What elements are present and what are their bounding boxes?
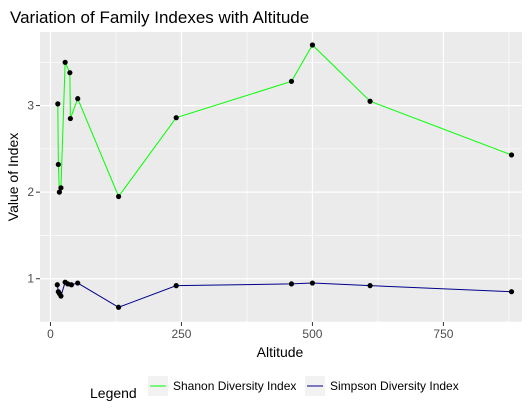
legend-title: Legend bbox=[90, 385, 137, 401]
data-point-series-1 bbox=[67, 70, 73, 76]
data-point-series-2 bbox=[367, 283, 373, 289]
y-tick-label: 1 bbox=[27, 272, 34, 286]
data-point-series-1 bbox=[58, 185, 64, 191]
data-point-series-1 bbox=[508, 152, 515, 158]
data-point-series-2 bbox=[58, 293, 64, 299]
legend-label: Shanon Diversity Index bbox=[173, 379, 296, 393]
legend: Legend Shanon Diversity Index Simpson Div… bbox=[90, 376, 459, 401]
data-point-series-2 bbox=[68, 282, 75, 288]
y-tick-label: 3 bbox=[27, 99, 34, 113]
x-tick-label: 250 bbox=[171, 327, 191, 341]
data-point-series-1 bbox=[309, 42, 316, 48]
data-point-series-2 bbox=[173, 283, 179, 289]
data-point-series-1 bbox=[115, 193, 122, 200]
data-point-series-1 bbox=[75, 96, 81, 102]
data-point-series-1 bbox=[62, 59, 68, 65]
data-point-series-1 bbox=[55, 161, 61, 168]
plot-panel bbox=[40, 32, 522, 322]
data-point-series-1 bbox=[173, 115, 179, 121]
x-tick-label: 0 bbox=[47, 327, 54, 341]
data-point-series-2 bbox=[508, 289, 515, 295]
data-point-series-2 bbox=[54, 282, 60, 288]
chart-title: Variation of Family Indexes with Altitud… bbox=[10, 8, 309, 27]
data-point-series-1 bbox=[56, 189, 62, 195]
x-axis-title: Altitude bbox=[257, 344, 304, 360]
data-point-series-1 bbox=[367, 98, 373, 104]
data-point-series-1 bbox=[55, 101, 61, 107]
y-tick-label: 2 bbox=[27, 185, 34, 199]
x-tick-label: 750 bbox=[433, 327, 453, 341]
data-point-series-1 bbox=[67, 115, 73, 122]
data-point-series-1 bbox=[288, 78, 295, 84]
data-point-series-2 bbox=[309, 280, 316, 286]
data-point-series-2 bbox=[288, 281, 295, 287]
data-point-series-2 bbox=[75, 280, 81, 286]
y-axis-title: Value of Index bbox=[5, 133, 21, 221]
data-point-series-2 bbox=[115, 304, 122, 310]
legend-label: Simpson Diversity Index bbox=[330, 379, 459, 393]
x-tick-label: 500 bbox=[302, 327, 322, 341]
